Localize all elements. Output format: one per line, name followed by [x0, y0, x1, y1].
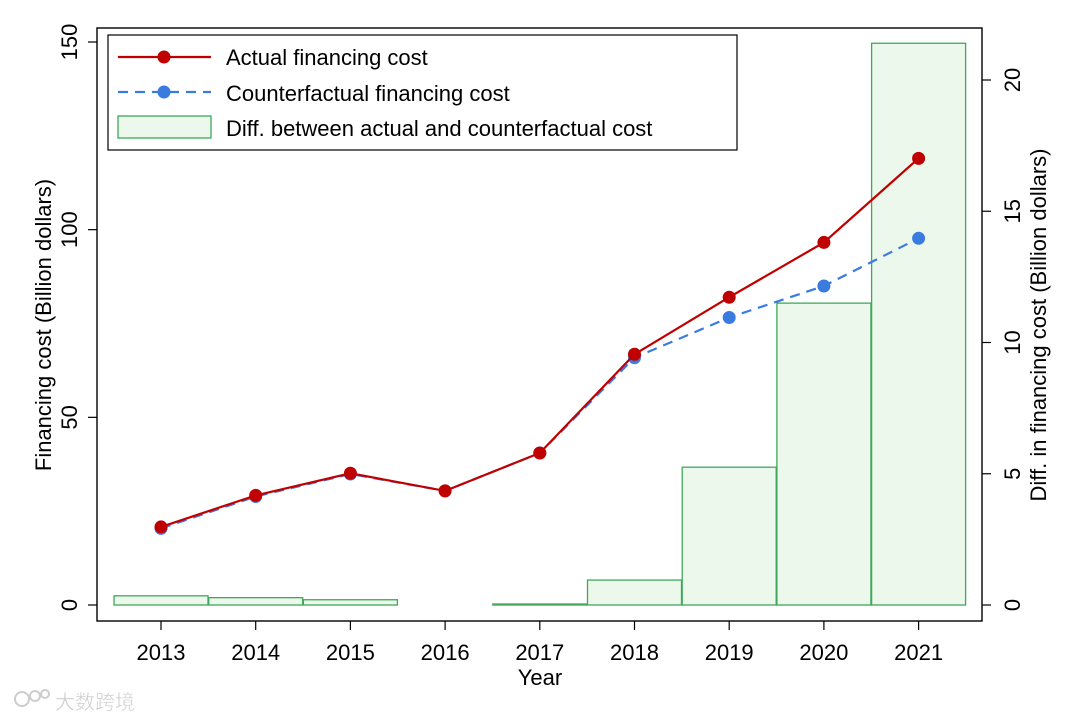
- counterfactual-cost-point-2020: [817, 279, 831, 293]
- actual-cost-point-2015: [343, 466, 357, 480]
- diff-bar-2017: [492, 603, 588, 606]
- x-tick-label-2016: 2016: [421, 640, 470, 665]
- y-right-tick-label-15: 15: [1000, 199, 1025, 223]
- legend-swatch-diff: [117, 115, 212, 139]
- diff-bar-2018: [586, 579, 683, 606]
- x-tick-label-2020: 2020: [799, 640, 848, 665]
- y-axis-right-title: Diff. in financing cost (Billion dollars…: [1026, 149, 1051, 502]
- legend-swatch-counterfactual-marker: [157, 85, 171, 99]
- y-right-tick-label-20: 20: [1000, 68, 1025, 92]
- actual-cost-point-2017: [533, 446, 547, 460]
- y-left-tick-label-100: 100: [57, 211, 82, 248]
- x-tick-label-2014: 2014: [231, 640, 280, 665]
- y-axis-left-title: Financing cost (Billion dollars): [31, 179, 56, 471]
- actual-cost-point-2013: [154, 520, 168, 534]
- bars-layer: [113, 42, 967, 606]
- y-left-tick-label-50: 50: [57, 405, 82, 429]
- actual-cost-point-2014: [249, 488, 263, 502]
- diff-bar-2013: [113, 595, 209, 606]
- diff-bar-2021: [870, 42, 967, 606]
- x-tick-label-2018: 2018: [610, 640, 659, 665]
- lines-layer: [154, 151, 926, 535]
- x-tick-label-2017: 2017: [515, 640, 564, 665]
- y-left-tick-label-0: 0: [57, 599, 82, 611]
- actual-cost-point-2021: [912, 151, 926, 165]
- diff-bar-2014: [208, 597, 304, 606]
- actual-cost-point-2020: [817, 235, 831, 249]
- legend-label-actual: Actual financing cost: [226, 45, 428, 70]
- actual-cost-point-2018: [628, 347, 641, 361]
- legend: Actual financing cost Counterfactual fin…: [107, 34, 738, 151]
- counterfactual-cost-point-2019: [722, 310, 736, 324]
- x-axis: 2013 2014 2015 2016 2017 2018 2019 2020 2021: [137, 621, 943, 665]
- y-left-tick-label-150: 150: [57, 24, 82, 61]
- actual-cost-point-2016: [438, 484, 452, 498]
- legend-label-counterfactual: Counterfactual financing cost: [226, 81, 510, 106]
- diff-bar-2019: [681, 466, 777, 606]
- actual-cost-point-2019: [722, 290, 736, 304]
- brand-logo-icon: [14, 689, 50, 707]
- x-axis-title: Year: [518, 665, 562, 690]
- x-tick-label-2013: 2013: [137, 640, 186, 665]
- counterfactual-cost-point-2021: [912, 231, 926, 245]
- x-tick-label-2021: 2021: [894, 640, 943, 665]
- y-axis-left: 0 50 100 150: [57, 24, 97, 611]
- y-right-tick-label-0: 0: [1000, 599, 1025, 611]
- legend-label-diff: Diff. between actual and counterfactual …: [226, 116, 652, 141]
- watermark: 大数跨境: [14, 689, 135, 714]
- legend-item-counterfactual: Counterfactual financing cost: [118, 81, 510, 106]
- y-right-tick-label-5: 5: [1000, 468, 1025, 480]
- x-tick-label-2015: 2015: [326, 640, 375, 665]
- legend-swatch-actual-marker: [157, 50, 171, 64]
- diff-bar-2020: [776, 302, 872, 606]
- watermark-text: 大数跨境: [55, 690, 135, 714]
- legend-box: [107, 34, 738, 151]
- y-axis-right: 0 5 10 15 20: [982, 68, 1025, 611]
- legend-item-diff: Diff. between actual and counterfactual …: [117, 115, 652, 141]
- legend-item-actual: Actual financing cost: [118, 45, 428, 70]
- diff-bar-2015: [302, 599, 399, 606]
- x-tick-label-2019: 2019: [705, 640, 754, 665]
- y-right-tick-label-10: 10: [1000, 330, 1025, 354]
